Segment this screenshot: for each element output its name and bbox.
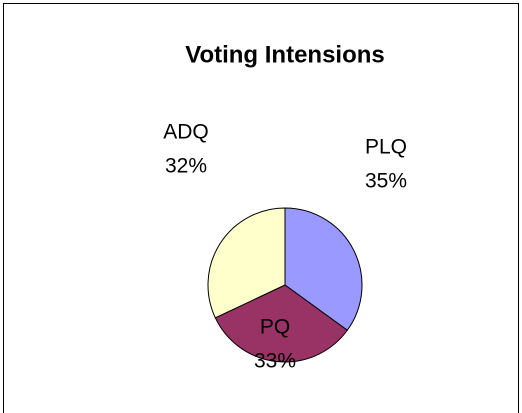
pie-slice [207,207,286,319]
slice-value-label: 32% [165,155,207,178]
slice-value-label: 33% [254,350,296,373]
chart-title: Voting Intensions [185,41,385,68]
slice-value-label: 35% [365,170,407,193]
slice-label: PLQ [365,136,407,159]
chart-frame [3,3,519,413]
pie-slice [214,284,348,363]
pie-slice [284,207,363,331]
slice-label: ADQ [163,121,209,144]
slice-label: PQ [260,316,290,339]
